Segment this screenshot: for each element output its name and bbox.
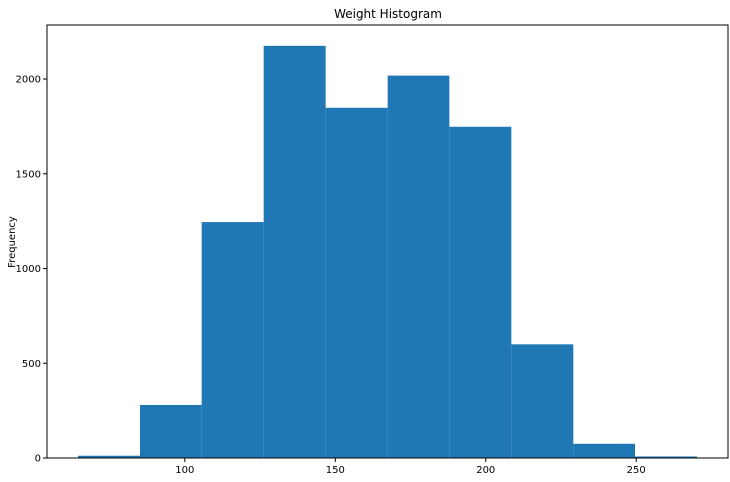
histogram-bar (78, 455, 140, 458)
x-tick-label: 250 (627, 465, 646, 476)
x-tick-label: 150 (326, 465, 345, 476)
histogram-bar (263, 45, 326, 459)
y-tick-label: 1500 (16, 169, 41, 180)
y-axis-label: Frequency (7, 216, 18, 268)
histogram-bar (325, 107, 388, 458)
histogram-bar (635, 456, 697, 458)
histogram-bars (78, 45, 697, 459)
y-axis-ticks: 0 500 1000 1500 2000 (16, 75, 47, 465)
chart-title: Weight Histogram (334, 7, 442, 21)
y-tick-label: 0 (35, 454, 41, 465)
x-tick-label: 200 (476, 465, 495, 476)
histogram-bar (573, 443, 636, 458)
histogram-bar (201, 222, 264, 458)
x-tick-label: 100 (175, 465, 194, 476)
histogram-bar (449, 126, 512, 458)
y-tick-label: 1000 (16, 264, 41, 275)
histogram-bar (387, 75, 450, 458)
plot-frame (46, 24, 729, 459)
y-tick-label: 500 (22, 359, 41, 370)
histogram-bar (139, 404, 202, 458)
x-axis-ticks: 100 150 200 250 (175, 458, 646, 476)
histogram-bar (511, 344, 574, 458)
y-tick-label: 2000 (16, 75, 41, 86)
